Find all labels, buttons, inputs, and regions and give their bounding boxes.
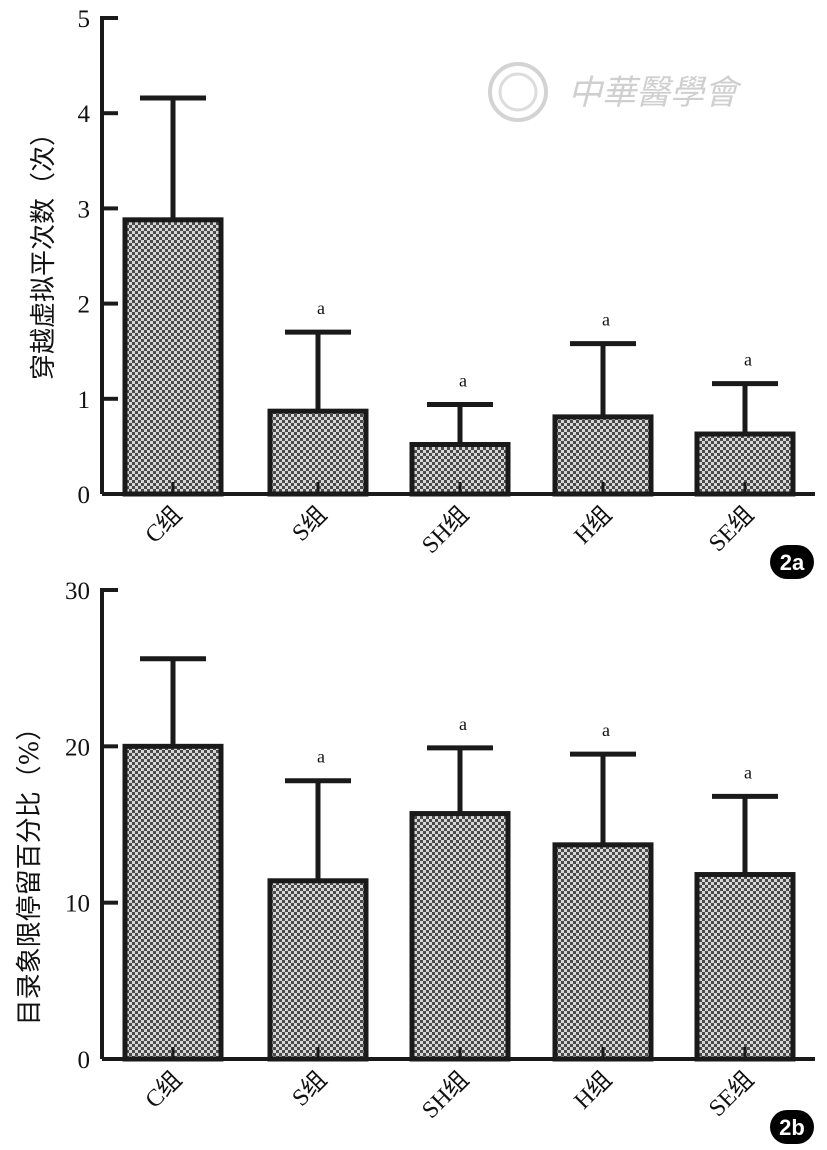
- panel-badge-label: 2b: [779, 1115, 805, 1140]
- watermark: 中華醫學會: [488, 62, 743, 122]
- y-tick-label: 2: [78, 292, 91, 319]
- panel-badge: 2b: [770, 1110, 814, 1144]
- y-tick-label: 3: [78, 196, 91, 223]
- y-tick-label: 1: [78, 387, 91, 414]
- bar-SH组: [409, 811, 511, 1062]
- bar-H组: [552, 414, 654, 497]
- bar-H组: [552, 842, 654, 1062]
- significance-label: a: [602, 720, 610, 740]
- y-tick-label: 5: [78, 6, 91, 33]
- x-tick-label: SE组: [703, 1066, 759, 1122]
- panel-badge-label: 2a: [780, 550, 805, 575]
- significance-label: a: [744, 762, 752, 782]
- y-tick-label: 0: [78, 1047, 91, 1074]
- x-tick-label: SH组: [416, 1066, 474, 1124]
- x-tick-label: S组: [287, 1066, 333, 1112]
- significance-label: a: [317, 747, 325, 767]
- x-tick-label: C组: [140, 1066, 187, 1113]
- bar-C组: [122, 217, 224, 497]
- x-tick-label: SH组: [416, 501, 474, 559]
- watermark-seal-icon: [488, 62, 548, 122]
- y-tick-label: 0: [78, 482, 91, 509]
- x-tick-label: C组: [140, 501, 187, 548]
- chart-panel-2a: 0 1 2 3 4 5 穿越虚拟平次数（次） C组 a S组 a SH组 a H组 a SE组 2a: [29, 6, 815, 579]
- x-tick-label: S组: [287, 501, 333, 547]
- y-axis-title: 穿越虚拟平次数（次）: [29, 120, 59, 380]
- y-axis-title: 目录象限停留百分比（%）: [15, 715, 45, 1026]
- panel-badge-bg: [770, 545, 814, 579]
- chart-panel-2b: 0 10 20 30 目录象限停留百分比（%） C组 a S组 a SH组 a H组 a SE组 2b: [15, 578, 815, 1144]
- y-tick-label: 20: [65, 734, 90, 761]
- bar-S组: [267, 408, 369, 497]
- significance-label: a: [459, 714, 467, 734]
- x-tick-label: H组: [569, 1066, 617, 1114]
- panel-badge: 2a: [770, 545, 814, 579]
- watermark-text: 中華醫學會: [568, 73, 743, 113]
- bar-C组: [122, 743, 224, 1062]
- bar-S组: [267, 878, 369, 1062]
- y-tick-label: 4: [78, 101, 91, 128]
- y-tick-label: 10: [65, 891, 90, 918]
- panel-badge-bg: [770, 1110, 814, 1144]
- x-tick-label: H组: [569, 501, 617, 549]
- significance-label: a: [602, 310, 610, 330]
- y-tick-label: 30: [65, 578, 90, 605]
- significance-label: a: [459, 371, 467, 391]
- bar-SE组: [694, 872, 796, 1062]
- x-tick-label: SE组: [703, 501, 759, 557]
- significance-label: a: [744, 350, 752, 370]
- significance-label: a: [317, 298, 325, 318]
